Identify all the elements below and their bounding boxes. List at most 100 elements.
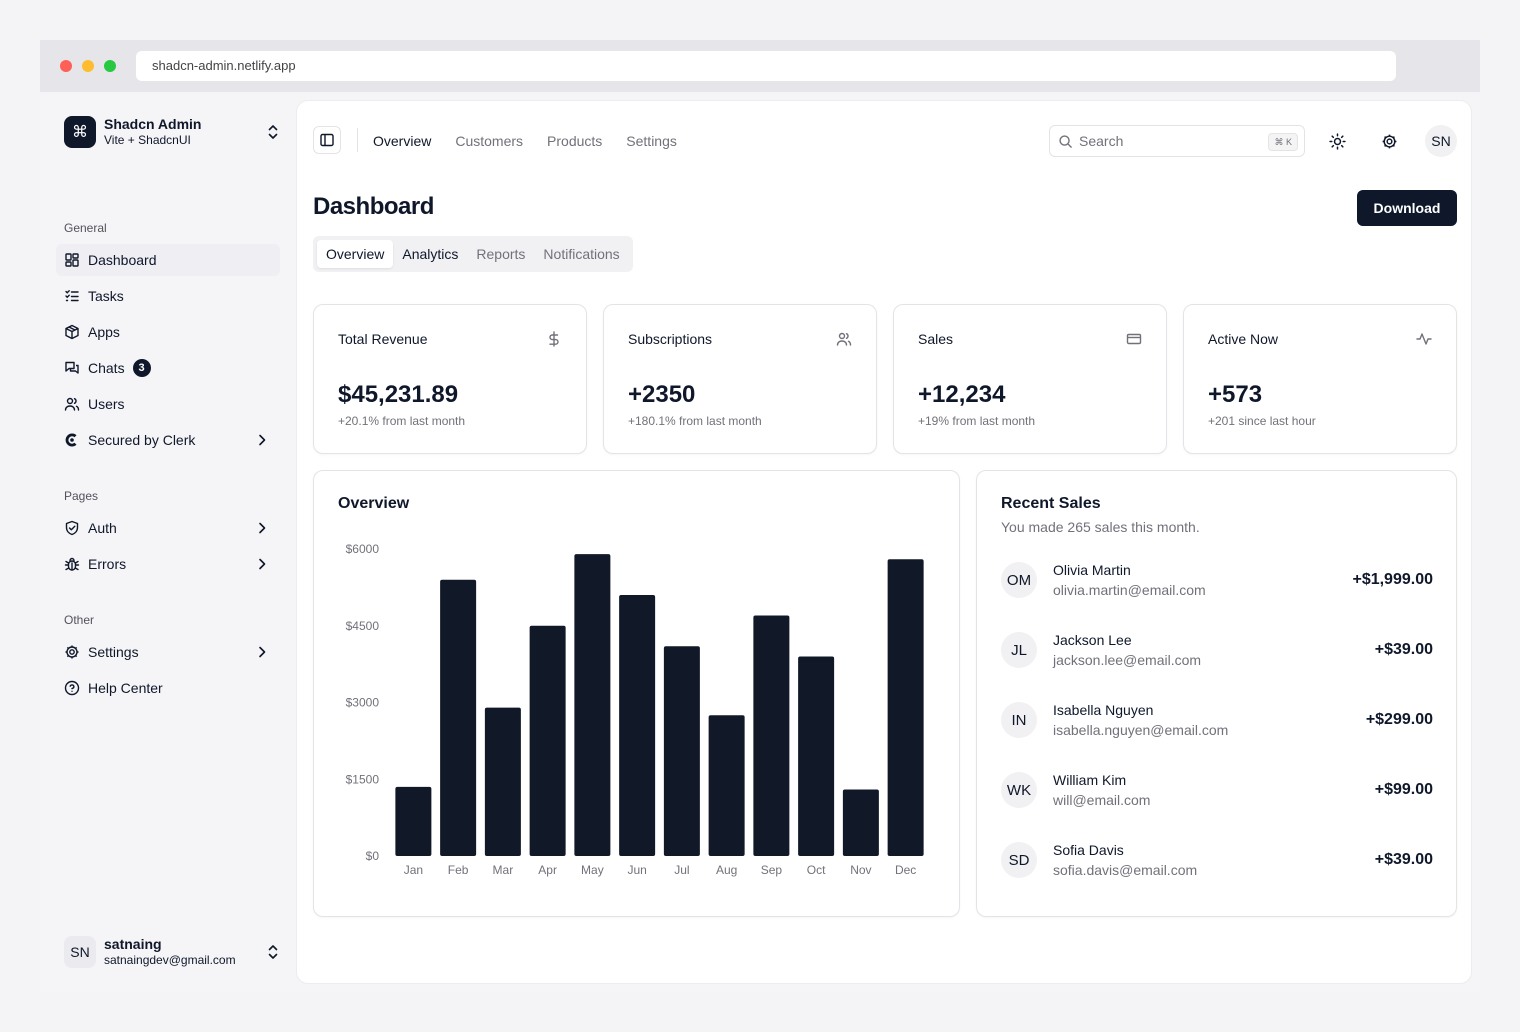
browser-chrome: shadcn-admin.netlify.app: [40, 40, 1480, 92]
user-info: satnaing satnaingdev@gmail.com: [104, 936, 266, 968]
avatar: OM: [1001, 562, 1037, 598]
tab-analytics[interactable]: Analytics: [402, 246, 459, 262]
customer-email: isabella.nguyen@email.com: [1053, 722, 1229, 738]
messages-icon: [65, 361, 79, 374]
chevron-right-icon: [259, 522, 266, 534]
sidebar-item-settings[interactable]: Settings: [56, 636, 280, 668]
sale-info: William Kim will@email.com: [1053, 770, 1375, 810]
search-shortcut: ⌘ K: [1268, 133, 1298, 151]
shield-check-icon: [65, 520, 79, 536]
sale-info: Jackson Lee jackson.lee@email.com: [1053, 630, 1375, 670]
team-switcher[interactable]: ⌘ Shadcn Admin Vite + ShadcnUI: [64, 116, 280, 148]
sidebar-item-chats[interactable]: Chats 3: [56, 352, 280, 384]
stat-title: Sales: [918, 331, 954, 347]
chevron-right-icon: [259, 646, 266, 658]
avatar: SN: [64, 936, 96, 968]
layout-dashboard-icon: [65, 253, 79, 267]
sidebar-item-auth[interactable]: Auth: [56, 512, 280, 544]
x-tick-label: Aug: [716, 863, 737, 877]
bar-dec[interactable]: [887, 559, 924, 856]
settings-button[interactable]: [1373, 125, 1405, 157]
recent-sales-subtitle: You made 265 sales this month.: [1001, 519, 1200, 535]
customer-name: Isabella Nguyen: [1053, 702, 1154, 718]
sidebar-item-dashboard[interactable]: Dashboard: [56, 244, 280, 276]
sidebar-item-label: Secured by Clerk: [88, 432, 196, 448]
sun-icon: [1328, 132, 1346, 150]
tab-overview[interactable]: Overview: [317, 240, 394, 268]
dashboard-tabs: Overview Analytics Reports Notifications: [313, 236, 633, 272]
bar-nov[interactable]: [842, 789, 879, 856]
group-label-other: Other: [64, 613, 95, 627]
recent-sales-title: Recent Sales: [1001, 495, 1101, 512]
y-tick-label: $6000: [346, 542, 380, 556]
sidebar-item-users[interactable]: Users: [56, 388, 280, 420]
sale-row: SD Sofia Davis sofia.davis@email.com +$3…: [1001, 840, 1433, 880]
search-input[interactable]: Search ⌘ K: [1049, 125, 1305, 157]
sidebar-item-label: Tasks: [88, 288, 124, 304]
bar-jun[interactable]: [619, 595, 656, 856]
avatar: JL: [1001, 632, 1037, 668]
stat-value: +2350: [628, 381, 696, 408]
sidebar-item-tasks[interactable]: Tasks: [56, 280, 280, 312]
sale-amount: +$39.00: [1374, 851, 1433, 868]
customer-email: jackson.lee@email.com: [1053, 652, 1202, 668]
sidebar-item-secured-by-clerk[interactable]: Secured by Clerk: [56, 424, 280, 456]
dollar-icon: [549, 331, 559, 347]
top-nav: Overview Customers Products Settings: [373, 131, 701, 151]
gear-icon: [1382, 134, 1396, 148]
sidebar-item-label: Chats: [88, 360, 125, 376]
tab-reports[interactable]: Reports: [476, 246, 526, 262]
top-nav-products[interactable]: Products: [547, 133, 603, 149]
customer-email: olivia.martin@email.com: [1053, 582, 1206, 598]
x-tick-label: Apr: [538, 863, 557, 877]
address-bar[interactable]: shadcn-admin.netlify.app: [136, 51, 1396, 81]
top-nav-settings[interactable]: Settings: [626, 133, 677, 149]
sidebar-item-help-center[interactable]: Help Center: [56, 672, 280, 704]
bar-feb[interactable]: [440, 579, 477, 856]
bar-sep[interactable]: [753, 615, 790, 856]
sale-row: WK William Kim will@email.com +$99.00: [1001, 770, 1433, 810]
theme-toggle-button[interactable]: [1321, 125, 1353, 157]
bar-mar[interactable]: [484, 707, 521, 856]
sidebar-item-label: Help Center: [88, 680, 163, 696]
stat-change: +180.1% from last month: [628, 414, 762, 428]
sale-info: Sofia Davis sofia.davis@email.com: [1053, 840, 1375, 880]
y-tick-label: $1500: [346, 772, 380, 786]
sidebar-item-apps[interactable]: Apps: [56, 316, 280, 348]
maximize-window-button[interactable]: [104, 60, 116, 72]
download-button[interactable]: Download: [1357, 190, 1457, 226]
command-logo-icon: ⌘: [64, 116, 96, 148]
page-title: Dashboard: [313, 193, 434, 220]
profile-avatar-button[interactable]: SN: [1425, 125, 1457, 157]
sale-info: Isabella Nguyen isabella.nguyen@email.co…: [1053, 700, 1366, 740]
close-window-button[interactable]: [60, 60, 72, 72]
bar-may[interactable]: [574, 554, 611, 856]
sidebar-item-errors[interactable]: Errors: [56, 548, 280, 580]
bar-apr[interactable]: [529, 625, 566, 856]
team-name: Shadcn Admin: [104, 116, 202, 132]
stat-card-sales: Sales +12,234 +19% from last month: [893, 304, 1167, 454]
stat-change: +19% from last month: [918, 414, 1036, 428]
customer-name: Jackson Lee: [1053, 632, 1132, 648]
tab-notifications[interactable]: Notifications: [543, 246, 620, 262]
stat-value: +12,234: [918, 381, 1006, 408]
top-nav-overview[interactable]: Overview: [373, 133, 432, 149]
bar-oct[interactable]: [798, 656, 835, 856]
bar-aug[interactable]: [708, 715, 745, 856]
sale-amount: +$39.00: [1374, 641, 1433, 658]
sidebar-item-label: Apps: [88, 324, 120, 340]
bar-jul[interactable]: [663, 646, 700, 856]
x-tick-label: Sep: [761, 863, 783, 877]
sale-amount: +$299.00: [1365, 711, 1433, 728]
group-label-pages: Pages: [64, 489, 99, 503]
top-nav-customers[interactable]: Customers: [455, 133, 524, 149]
bar-jan[interactable]: [395, 786, 432, 856]
stat-title: Active Now: [1208, 331, 1279, 347]
user-name: satnaing: [104, 936, 162, 952]
stat-value: $45,231.89: [338, 381, 459, 408]
sidebar-toggle-button[interactable]: [313, 126, 341, 154]
overview-chart-card: Overview $0 $1500 $3000 $4500 $6000 Jan Feb Mar…: [313, 470, 960, 917]
minimize-window-button[interactable]: [82, 60, 94, 72]
team-plan: Vite + ShadcnUI: [104, 133, 191, 147]
user-menu[interactable]: SN satnaing satnaingdev@gmail.com: [64, 934, 280, 970]
